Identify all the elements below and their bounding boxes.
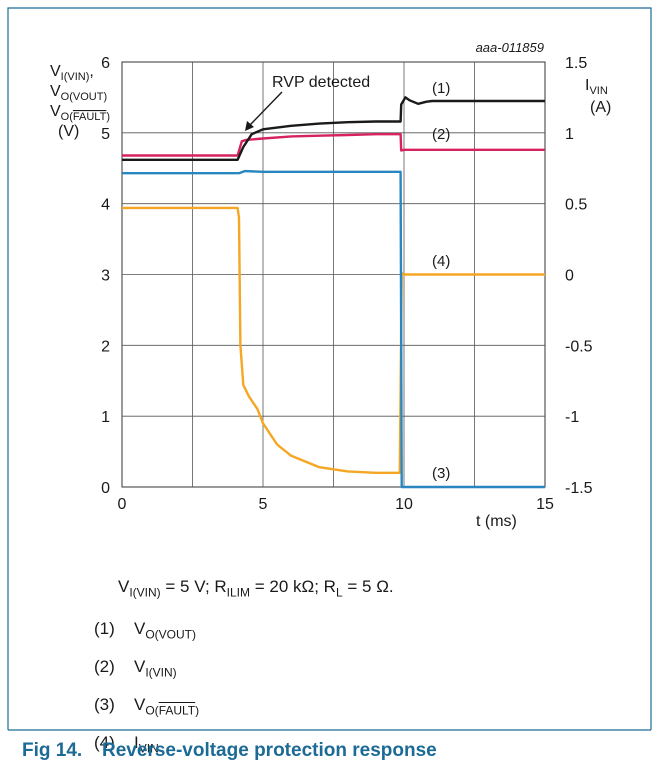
series-label-3: (3)	[432, 465, 450, 482]
figure-caption: Fig 14. Reverse-voltage protection respon…	[22, 740, 437, 761]
svg-text:VO(FAULT): VO(FAULT)	[50, 103, 110, 123]
note-item: (4) IVIN	[94, 733, 159, 756]
y-left-tick-label: 3	[101, 268, 110, 285]
y-left-tick-label: 2	[101, 338, 110, 355]
note-item: (3) VO(FAULT)	[94, 695, 200, 718]
series-group	[122, 96, 545, 489]
note-item: (1) VO(VOUT)	[94, 619, 197, 642]
y-left-tick-label: 4	[101, 197, 110, 214]
x-tick-label: 5	[259, 496, 268, 513]
figure-code: aaa-011859	[476, 40, 544, 55]
y-left-tick-label: 6	[101, 55, 110, 72]
series-line-2	[122, 132, 545, 157]
x-tick-label: 15	[536, 496, 554, 513]
y-right-tick-label: 1	[565, 126, 574, 143]
series-label-1: (1)	[432, 80, 450, 97]
y-left-tick-label: 1	[101, 409, 110, 426]
test-conditions: VI(VIN) = 5 V; RILIM = 20 kΩ; RL = 5 Ω.	[118, 577, 394, 600]
svg-text:IVIN: IVIN	[585, 77, 608, 97]
x-tick-label: 10	[395, 496, 413, 513]
y-right-tick-label: -1	[565, 409, 579, 426]
y-left-tick-label: 0	[101, 480, 110, 497]
x-tick-label: 0	[118, 496, 127, 513]
svg-text:(V): (V)	[58, 123, 79, 140]
y-left-axis-label: VI(VIN), VO(VOUT) VO(FAULT) (V)	[50, 63, 110, 140]
rvp-annotation: RVP detected	[245, 74, 370, 131]
note-item: (2) VI(VIN)	[94, 657, 177, 680]
y-right-tick-label: 0	[565, 268, 574, 285]
y-right-axis-label: IVIN (A)	[585, 77, 611, 116]
svg-text:RVP detected: RVP detected	[272, 74, 370, 91]
tick-labels: 0 5 10 15 0 1 2 3 4 5 6 -1.5 -1 -0.5 0 0.5 1 1.5	[101, 55, 593, 513]
series-label-4: (4)	[432, 253, 450, 270]
svg-text:VI(VIN),: VI(VIN),	[50, 63, 94, 83]
svg-text:VO(VOUT): VO(VOUT)	[50, 83, 107, 103]
y-right-tick-label: -0.5	[565, 338, 593, 355]
series-labels: (1) (2) (3) (4)	[432, 80, 450, 482]
x-axis-label: t (ms)	[476, 513, 517, 530]
series-line-1	[122, 96, 545, 162]
svg-text:(A): (A)	[590, 99, 611, 116]
series-label-2: (2)	[432, 126, 450, 143]
series-line-3	[122, 169, 545, 489]
y-right-tick-label: 0.5	[565, 197, 587, 214]
y-left-tick-label: 5	[101, 126, 110, 143]
chart-plot: 0 5 10 15 0 1 2 3 4 5 6 -1.5 -1 -0.5 0 0.5 1 1.5 (1) (2) (3…	[101, 55, 593, 513]
y-right-tick-label: -1.5	[565, 480, 593, 497]
y-right-tick-label: 1.5	[565, 55, 587, 72]
